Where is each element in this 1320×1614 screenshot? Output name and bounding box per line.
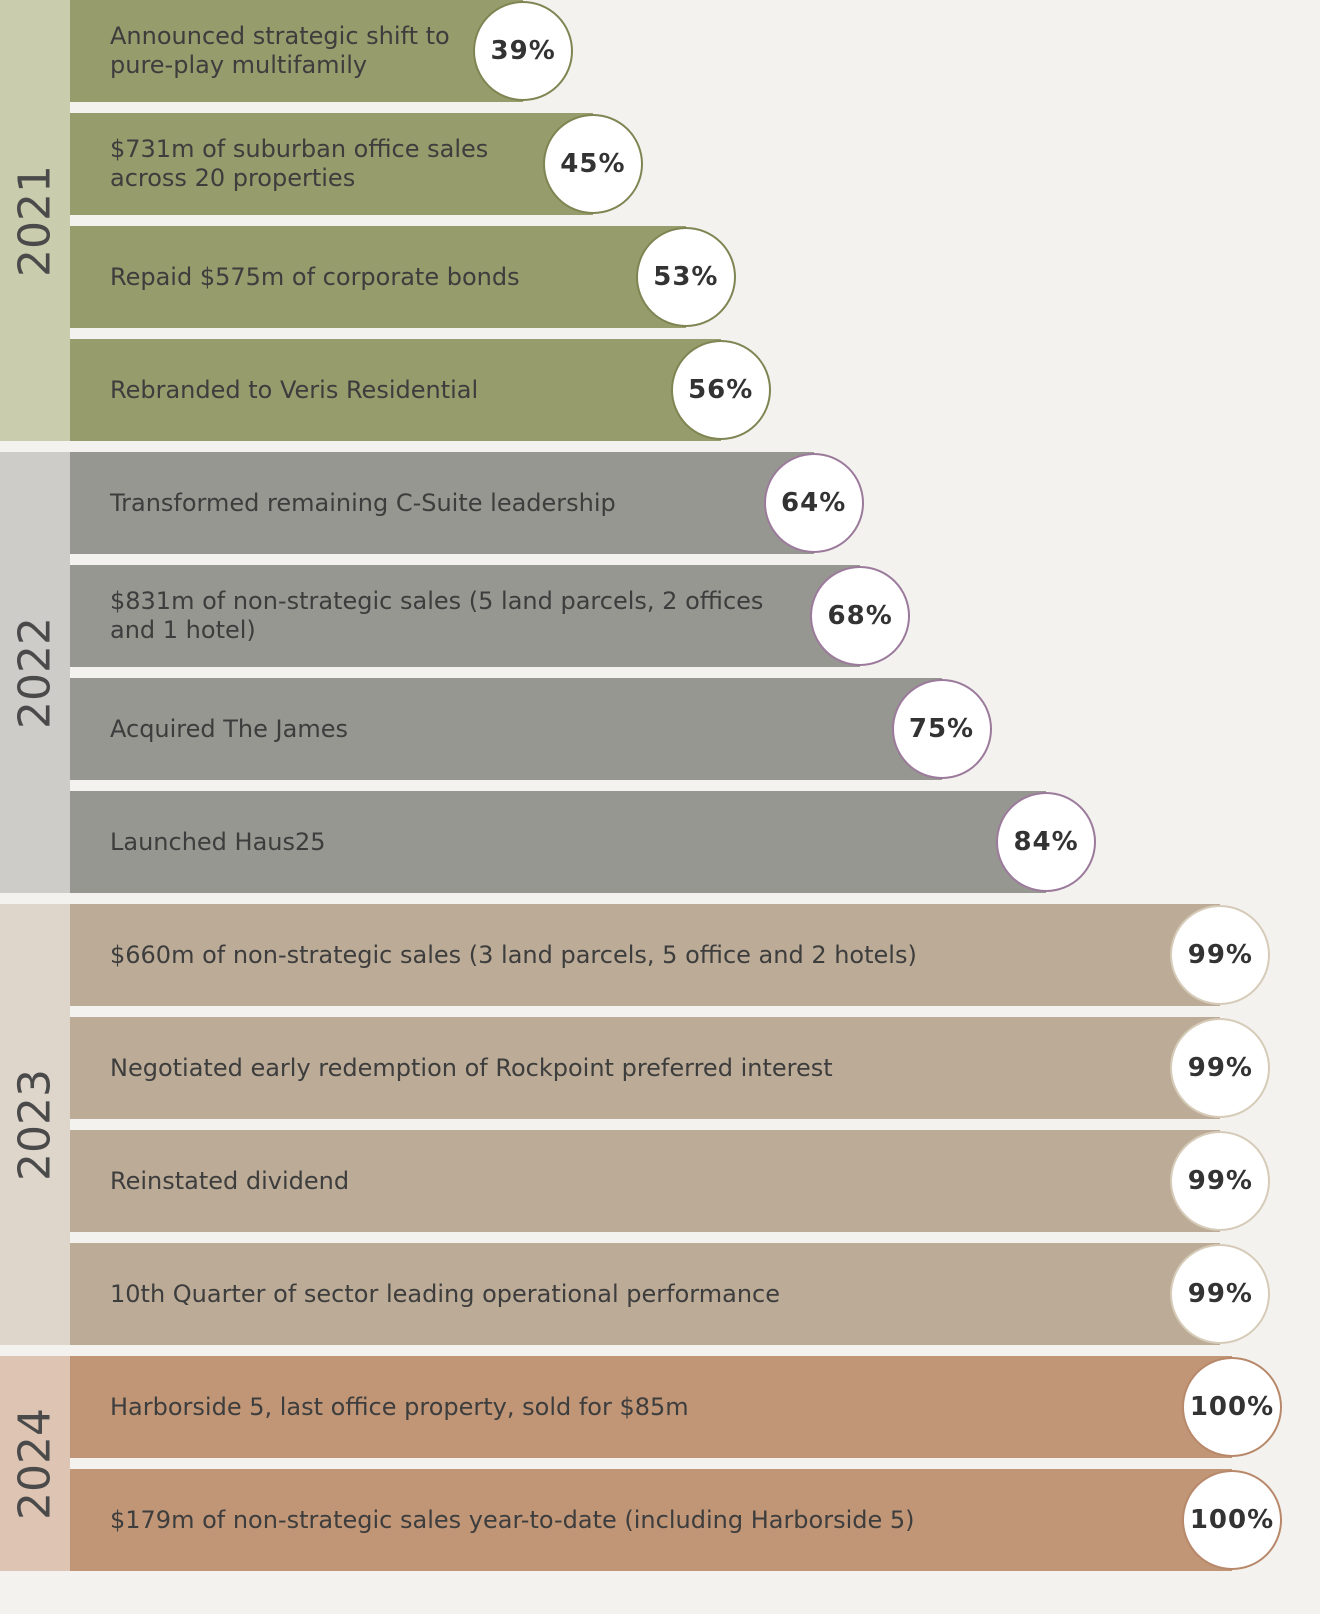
bar-label: Harborside 5, last office property, sold… <box>110 1356 1172 1458</box>
bar-label: Negotiated early redemption of Rockpoint… <box>110 1017 1160 1119</box>
bar-label: Reinstated dividend <box>110 1130 1160 1232</box>
value-label: 56% <box>671 340 771 440</box>
bar-label: Announced strategic shift to pure-play m… <box>110 0 463 102</box>
year-label: 2023 <box>10 1069 61 1181</box>
bar-label: Repaid $575m of corporate bonds <box>110 226 626 328</box>
bar-label: $660m of non-strategic sales (3 land par… <box>110 904 1160 1006</box>
bar-label: $179m of non-strategic sales year-to-dat… <box>110 1469 1172 1571</box>
value-label: 99% <box>1170 1018 1270 1118</box>
value-label: 39% <box>473 1 573 101</box>
value-label: 99% <box>1170 1244 1270 1344</box>
year-label: 2021 <box>10 165 61 277</box>
bar-label: Transformed remaining C-Suite leadership <box>110 452 754 554</box>
value-label: 99% <box>1170 905 1270 1005</box>
bar-label: 10th Quarter of sector leading operation… <box>110 1243 1160 1345</box>
value-label: 100% <box>1182 1470 1282 1570</box>
value-label: 100% <box>1182 1357 1282 1457</box>
value-label: 84% <box>996 792 1096 892</box>
timeline-chart: 2021 Announced strategic shift to pure-pl… <box>0 0 1320 1614</box>
year-label: 2024 <box>10 1408 61 1520</box>
value-label: 45% <box>543 114 643 214</box>
value-label: 75% <box>892 679 992 779</box>
bar-label: Rebranded to Veris Residential <box>110 339 661 441</box>
value-label: 64% <box>764 453 864 553</box>
bar-label: Launched Haus25 <box>110 791 986 893</box>
value-label: 99% <box>1170 1131 1270 1231</box>
bar-label: $831m of non-strategic sales (5 land par… <box>110 565 800 667</box>
bar-label: $731m of suburban office sales across 20… <box>110 113 533 215</box>
year-label: 2022 <box>10 617 61 729</box>
bar-label: Acquired The James <box>110 678 882 780</box>
value-label: 53% <box>636 227 736 327</box>
value-label: 68% <box>810 566 910 666</box>
